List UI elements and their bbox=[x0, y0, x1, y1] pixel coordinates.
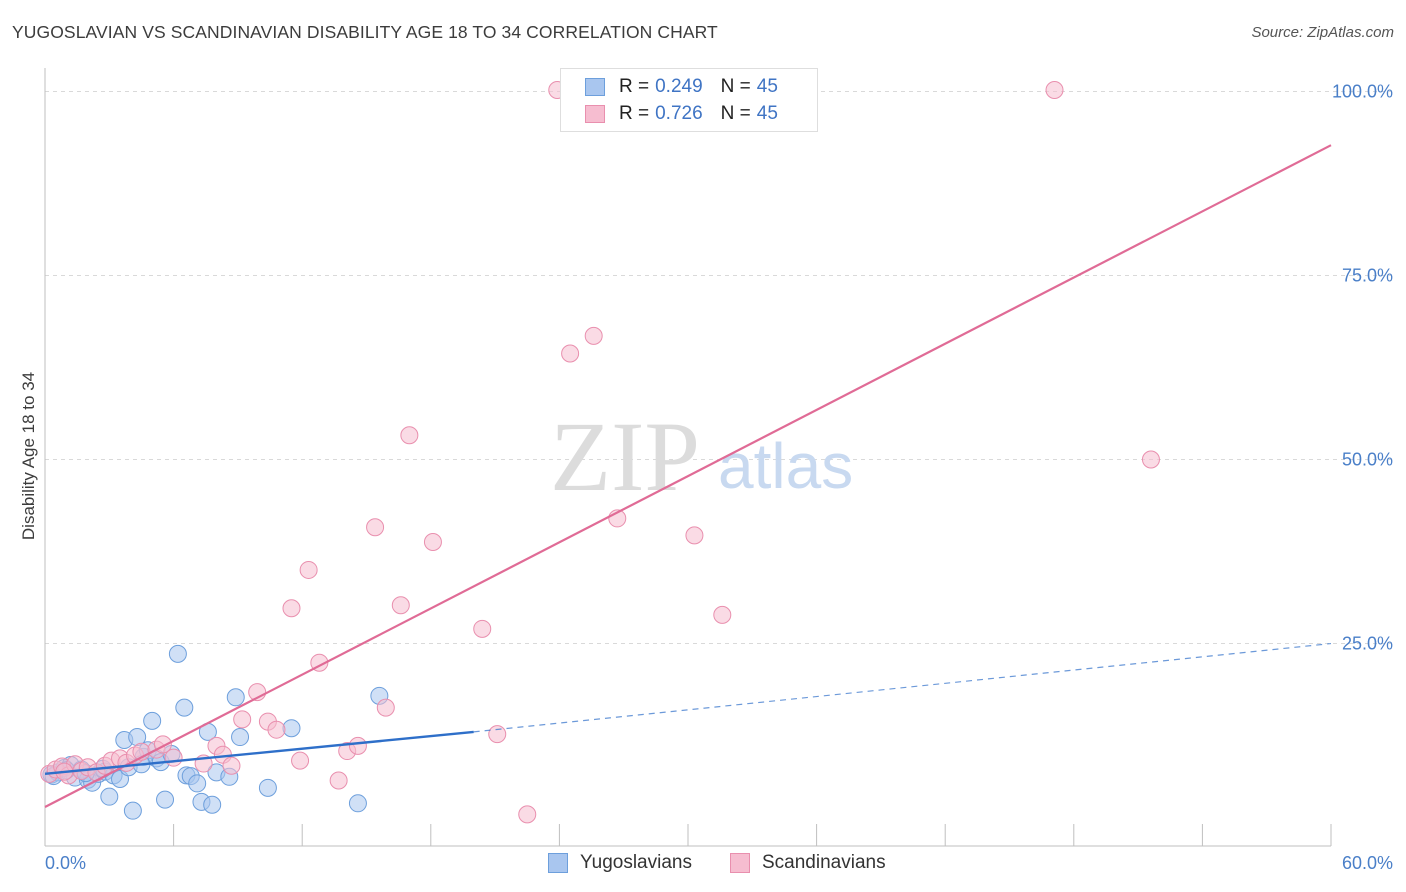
scandinavians-point bbox=[282, 599, 301, 618]
scandinavians-swatch bbox=[585, 105, 605, 123]
scandinavians-point bbox=[267, 720, 286, 739]
scandinavians-point bbox=[1045, 80, 1064, 99]
legend-r-label: R = bbox=[619, 76, 650, 97]
grid-lines bbox=[45, 90, 1392, 645]
series-legend: Yugoslavians Scandinavians bbox=[0, 852, 1406, 876]
correlation-legend: R = 0.249 N = 45 R = 0.726 N = 45 bbox=[560, 68, 818, 132]
legend-n-label: N = bbox=[720, 103, 751, 124]
legend-item-yugoslavians[interactable]: Yugoslavians bbox=[548, 852, 692, 874]
scandinavians-point bbox=[713, 605, 732, 624]
chart-title: YUGOSLAVIAN VS SCANDINAVIAN DISABILITY A… bbox=[12, 22, 718, 42]
scandinavians-point bbox=[488, 725, 507, 744]
scandinavians-point bbox=[584, 326, 603, 345]
scandinavians-point bbox=[299, 560, 318, 579]
watermark-zip: ZIP bbox=[550, 401, 700, 512]
legend-n-value: 45 bbox=[756, 76, 778, 97]
yugoslavians-point bbox=[188, 774, 207, 793]
y-tick-label: 50.0% bbox=[1342, 450, 1393, 470]
axes bbox=[44, 68, 1332, 847]
watermark-atlas: atlas bbox=[718, 430, 853, 502]
scandinavians-point bbox=[164, 748, 183, 767]
yugoslavians-point bbox=[123, 801, 142, 820]
yugoslavians-point bbox=[231, 728, 250, 747]
scandinavians-point bbox=[329, 771, 348, 790]
yugoslavians-trend-line bbox=[44, 730, 474, 776]
yugoslavians-point bbox=[168, 644, 187, 663]
scandinavians-point bbox=[222, 756, 241, 775]
scandinavians-point bbox=[376, 698, 395, 717]
yugoslavians-point bbox=[226, 688, 245, 707]
legend-n-label: N = bbox=[720, 76, 751, 97]
legend-row-yugoslavians: R = 0.249 N = 45 bbox=[585, 75, 778, 99]
scandinavians-point bbox=[561, 344, 580, 363]
legend-r-value: 0.726 bbox=[655, 103, 703, 124]
scandinavians-point bbox=[1141, 450, 1160, 469]
yugoslavians-point bbox=[203, 795, 222, 814]
legend-row-scandinavians: R = 0.726 N = 45 bbox=[585, 102, 778, 126]
y-tick-label: 100.0% bbox=[1332, 81, 1393, 101]
y-axis-label: Disability Age 18 to 34 bbox=[19, 372, 38, 540]
yugoslavians-point bbox=[156, 790, 175, 809]
legend-label-yugoslavians: Yugoslavians bbox=[580, 852, 692, 873]
scandinavians-trend-line bbox=[44, 144, 1332, 808]
tick-labels: 25.0% 50.0% 75.0% 100.0% 0.0% 60.0% bbox=[45, 81, 1393, 873]
yugoslavians-swatch bbox=[585, 78, 605, 96]
yugoslavians-points bbox=[42, 644, 389, 820]
yugoslavians-point bbox=[258, 778, 277, 797]
y-tick-label: 75.0% bbox=[1342, 265, 1393, 285]
scandinavians-swatch bbox=[730, 853, 750, 873]
scandinavians-point bbox=[391, 596, 410, 615]
scandinavians-point bbox=[518, 805, 537, 824]
scandinavians-point bbox=[366, 518, 385, 537]
x-tick-label: 60.0% bbox=[1342, 853, 1393, 873]
yugoslavians-trend-extension bbox=[473, 642, 1332, 733]
yugoslavians-point bbox=[143, 711, 162, 730]
yugoslavians-point bbox=[348, 794, 367, 813]
y-tick-label: 25.0% bbox=[1342, 634, 1393, 654]
yugoslavians-point bbox=[282, 719, 301, 738]
yugoslavians-point bbox=[175, 698, 194, 717]
scandinavians-point bbox=[233, 710, 252, 729]
legend-item-scandinavians[interactable]: Scandinavians bbox=[730, 852, 886, 874]
scandinavians-point bbox=[400, 426, 419, 445]
scandinavians-point bbox=[685, 526, 704, 545]
scandinavians-point bbox=[291, 751, 310, 770]
yugoslavians-swatch bbox=[548, 853, 568, 873]
scandinavians-point bbox=[473, 619, 492, 638]
scandinavians-point bbox=[348, 736, 367, 755]
scandinavians-point bbox=[423, 532, 442, 551]
legend-n-value: 45 bbox=[756, 103, 778, 124]
trend-lines bbox=[44, 144, 1332, 808]
source-label: Source: ZipAtlas.com bbox=[1251, 24, 1394, 41]
legend-label-scandinavians: Scandinavians bbox=[762, 852, 886, 873]
watermark: ZIP atlas bbox=[550, 401, 853, 512]
legend-r-label: R = bbox=[619, 103, 650, 124]
yugoslavians-point bbox=[100, 787, 119, 806]
x-tick-label: 0.0% bbox=[45, 853, 86, 873]
legend-r-value: 0.249 bbox=[655, 76, 703, 97]
